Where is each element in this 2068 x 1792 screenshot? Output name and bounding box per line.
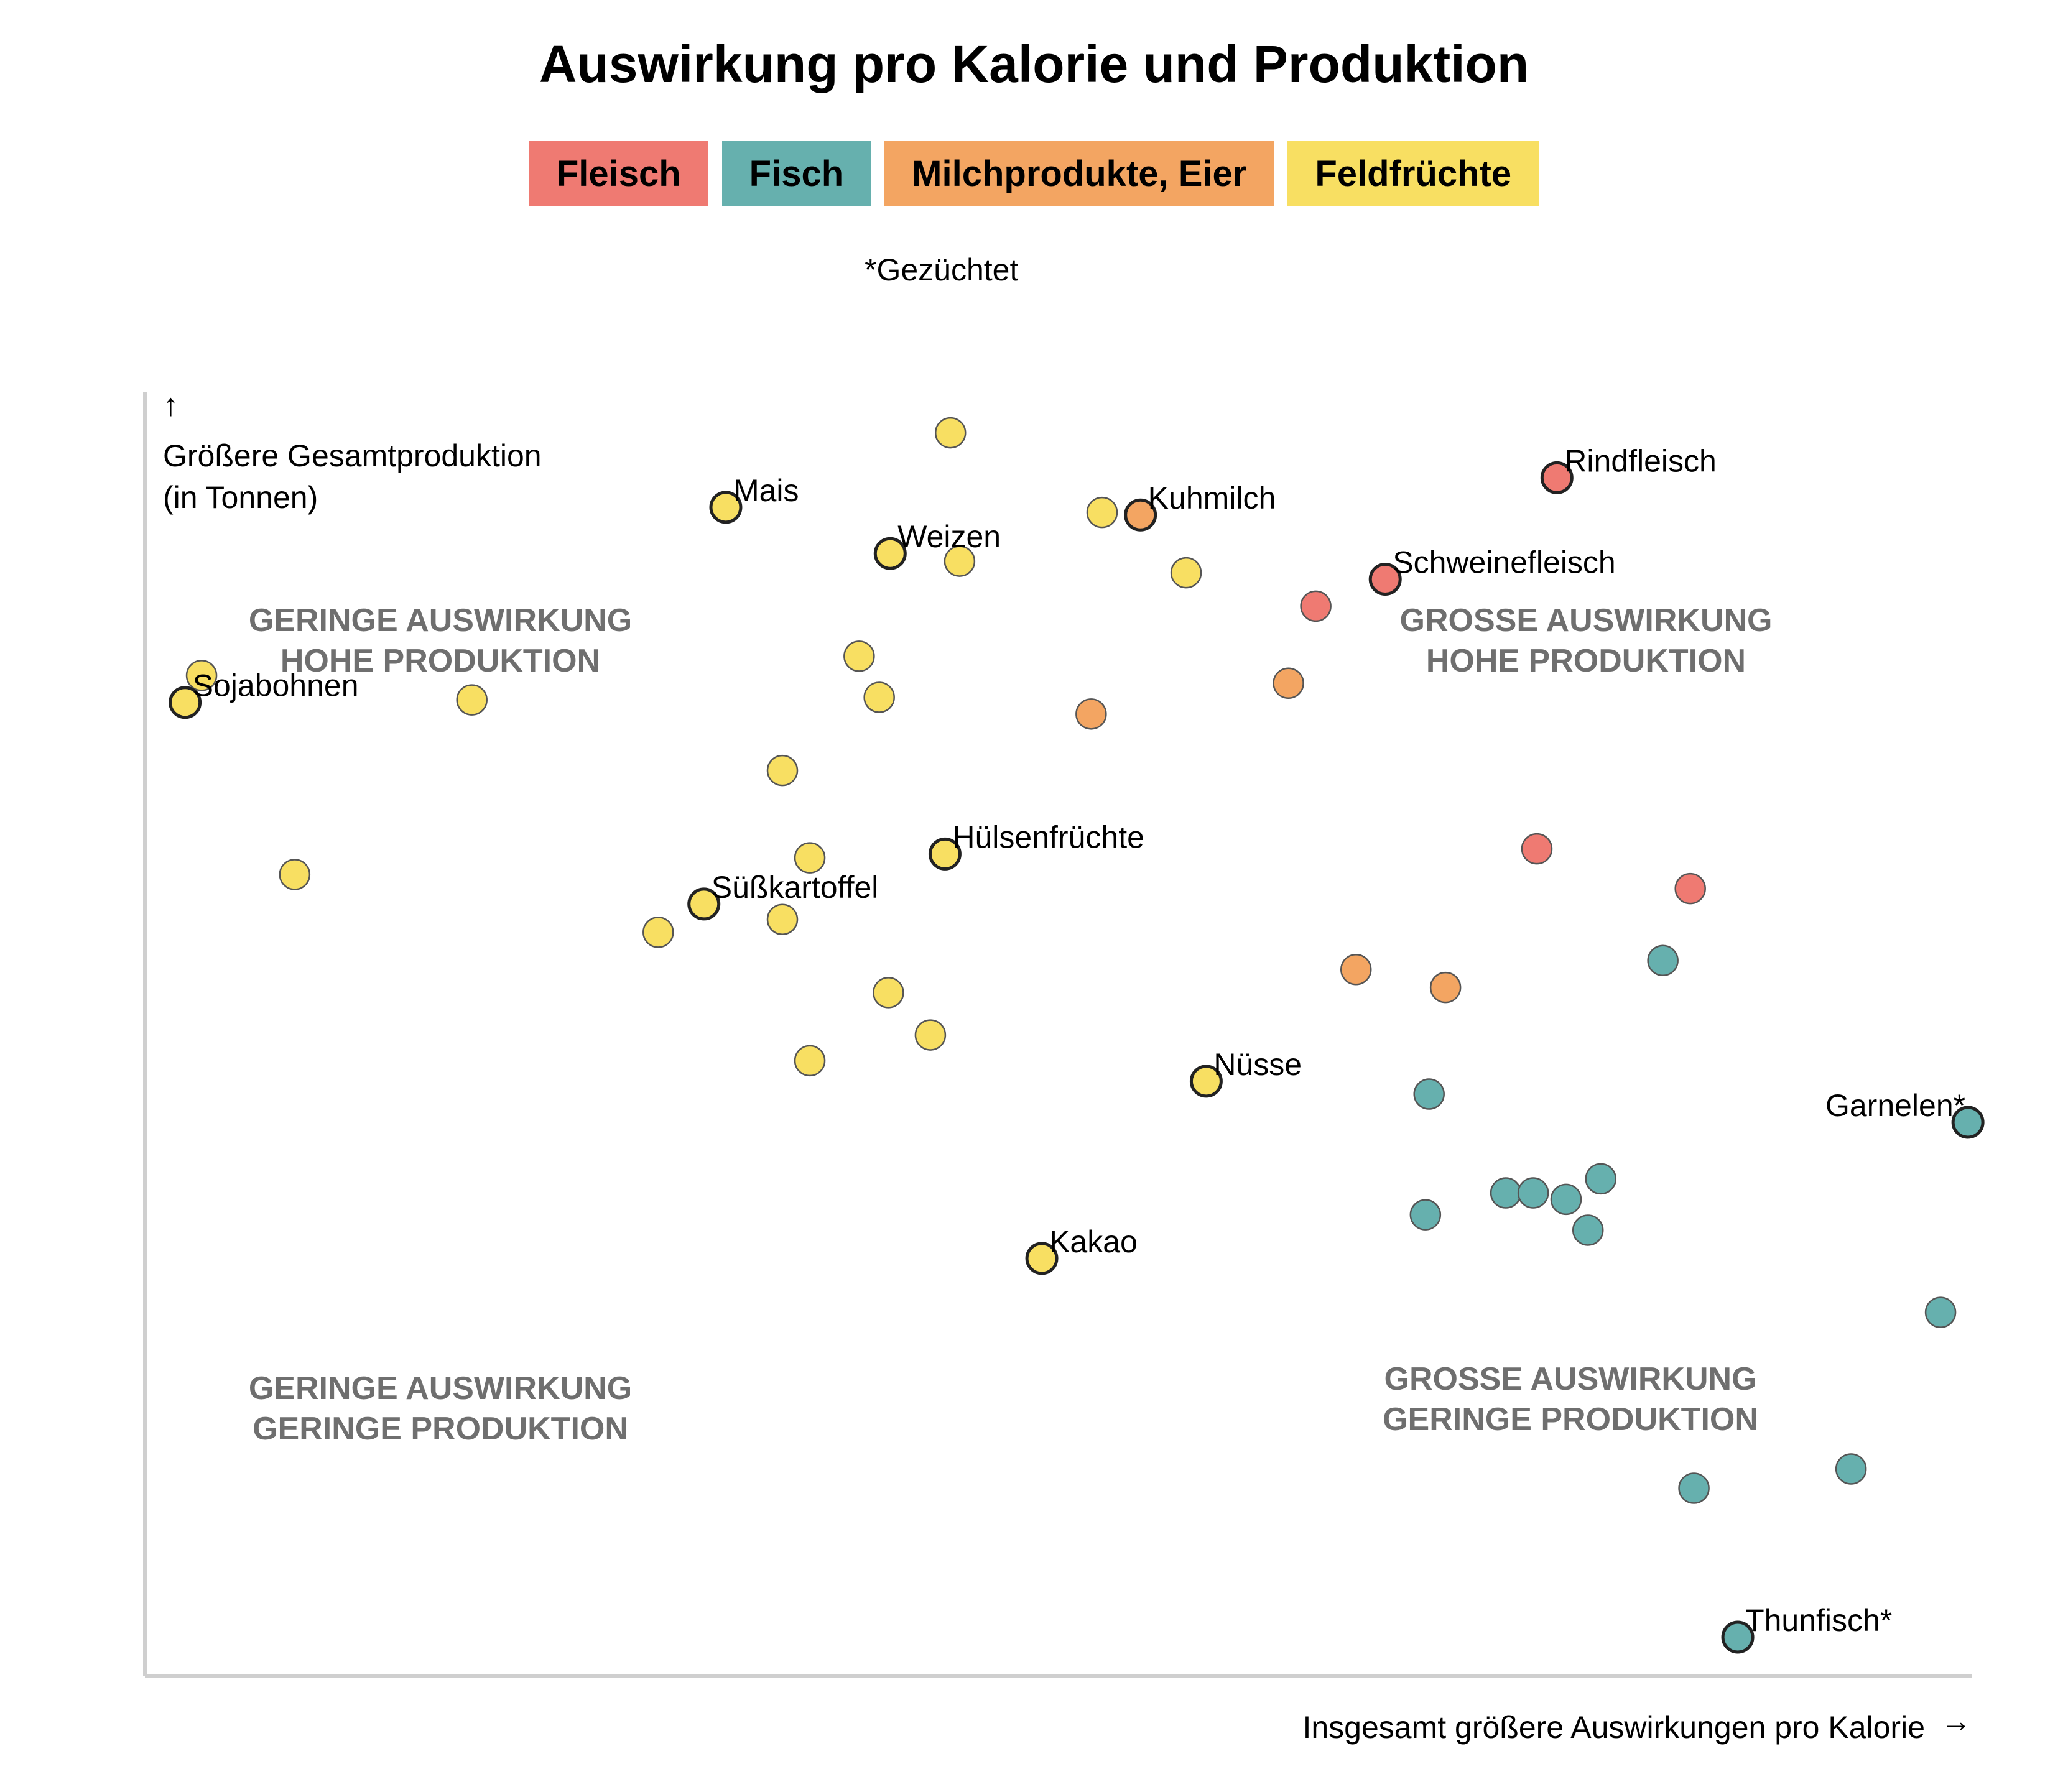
- data-point-3-9: [456, 684, 488, 716]
- data-point-1-4: [1490, 1177, 1522, 1209]
- data-label-0-1: Schweinefleisch: [1393, 545, 1616, 580]
- legend-item-milchprodukte-eier: Milchprodukte, Eier: [884, 141, 1274, 206]
- data-point-3-5: [1170, 557, 1202, 589]
- legend: Fleisch Fisch Milchprodukte, Eier Feldfr…: [0, 141, 2068, 206]
- data-point-3-6: [185, 660, 218, 691]
- quadrant-bottom-left-line2: GERINGE PRODUKTION: [253, 1411, 628, 1447]
- data-point-3-14: [279, 859, 311, 890]
- data-point-1-7: [1409, 1199, 1442, 1231]
- data-point-2-0: [1124, 498, 1157, 532]
- data-point-3-2: [1086, 496, 1118, 529]
- data-point-1-1: [1413, 1078, 1445, 1110]
- y-axis-label-line2: (in Tonnen): [163, 480, 318, 515]
- data-points: [169, 417, 1985, 1654]
- data-point-3-0: [934, 417, 967, 449]
- data-label-3-15: Süßkartoffel: [712, 870, 879, 905]
- data-point-3-4: [944, 545, 976, 577]
- data-point-0-2: [1300, 590, 1332, 622]
- data-point-2-3: [1340, 954, 1372, 986]
- data-point-1-0: [1647, 944, 1679, 977]
- data-label-0-0: Rindfleisch: [1564, 443, 1717, 478]
- data-point-1-3: [1585, 1163, 1617, 1195]
- data-point-3-7: [843, 640, 875, 672]
- data-point-1-12: [1721, 1620, 1755, 1654]
- data-point-2-2: [1075, 698, 1107, 730]
- data-point-0-1: [1368, 562, 1402, 596]
- data-point-3-11: [766, 754, 799, 787]
- data-point-3-18: [873, 977, 904, 1009]
- quadrant-bottom-right-line2: GERINGE PRODUKTION: [1383, 1402, 1758, 1438]
- data-label-2-0: Kuhmilch: [1148, 481, 1276, 515]
- data-label-1-2: Garnelen*: [1825, 1088, 1965, 1123]
- data-label-3-1: Mais: [733, 473, 799, 508]
- data-label-1-12: Thunfisch*: [1745, 1603, 1892, 1638]
- quadrant-bottom-left-line1: GERINGE AUSWIRKUNG: [249, 1370, 632, 1406]
- y-axis-arrow-icon: ↑: [163, 387, 179, 422]
- quadrant-top-right-line1: GROSSE AUSWIRKUNG: [1400, 603, 1773, 639]
- data-point-3-13: [928, 837, 962, 871]
- data-point-1-8: [1572, 1214, 1604, 1246]
- legend-item-fisch: Fisch: [721, 141, 871, 206]
- data-point-1-6: [1550, 1183, 1582, 1216]
- data-point-3-1: [709, 491, 743, 524]
- chart-title: Auswirkung pro Kalorie und Produktion: [539, 35, 1529, 93]
- data-labels: Rindfleisch Schweinefleisch Garnelen* Thunf…: [193, 443, 1966, 1638]
- data-point-3-21: [1189, 1065, 1223, 1098]
- data-label-3-13: Hülsenfrüchte: [952, 820, 1144, 854]
- quadrant-top-right-line2: HOHE PRODUKTION: [1426, 643, 1746, 679]
- data-point-1-5: [1517, 1177, 1549, 1209]
- data-point-3-22: [1025, 1242, 1059, 1275]
- data-label-3-21: Nüsse: [1213, 1047, 1302, 1082]
- quadrant-bottom-right-line1: GROSSE AUSWIRKUNG: [1384, 1361, 1757, 1397]
- data-point-1-2: [1951, 1106, 1985, 1139]
- data-point-3-16: [766, 903, 799, 935]
- y-axis-label-line1: Größere Gesamtproduktion: [163, 438, 542, 473]
- data-point-3-12: [794, 842, 826, 874]
- x-axis-label: Insgesamt größere Auswirkungen pro Kalor…: [1302, 1710, 1925, 1745]
- quadrant-top-left-line2: HOHE PRODUKTION: [281, 643, 600, 679]
- x-axis-arrow-icon: →: [1940, 1704, 1972, 1739]
- data-point-3-8: [169, 686, 202, 719]
- farmed-note: *Gezüchtet: [865, 252, 1019, 287]
- data-point-1-11: [1678, 1472, 1710, 1504]
- data-point-1-10: [1835, 1453, 1867, 1485]
- data-point-0-0: [1540, 461, 1574, 494]
- data-point-3-15: [687, 887, 721, 921]
- data-point-0-4: [1674, 872, 1706, 905]
- data-point-2-1: [1273, 667, 1304, 700]
- data-point-3-10: [863, 681, 895, 713]
- data-point-3-20: [794, 1045, 826, 1077]
- data-point-2-4: [1429, 971, 1462, 1004]
- legend-item-feldfruechte: Feldfrüchte: [1287, 141, 1539, 206]
- quadrant-top-left-line1: GERINGE AUSWIRKUNG: [249, 603, 632, 639]
- data-point-1-9: [1924, 1296, 1957, 1328]
- data-point-3-19: [914, 1019, 947, 1051]
- data-point-3-17: [642, 917, 674, 948]
- data-point-3-3: [873, 537, 907, 570]
- data-label-3-8: Sojabohnen: [193, 668, 359, 703]
- data-label-3-3: Weizen: [897, 519, 1001, 554]
- legend-item-fleisch: Fleisch: [529, 141, 708, 206]
- data-label-3-22: Kakao: [1049, 1224, 1138, 1259]
- data-point-0-3: [1521, 833, 1553, 865]
